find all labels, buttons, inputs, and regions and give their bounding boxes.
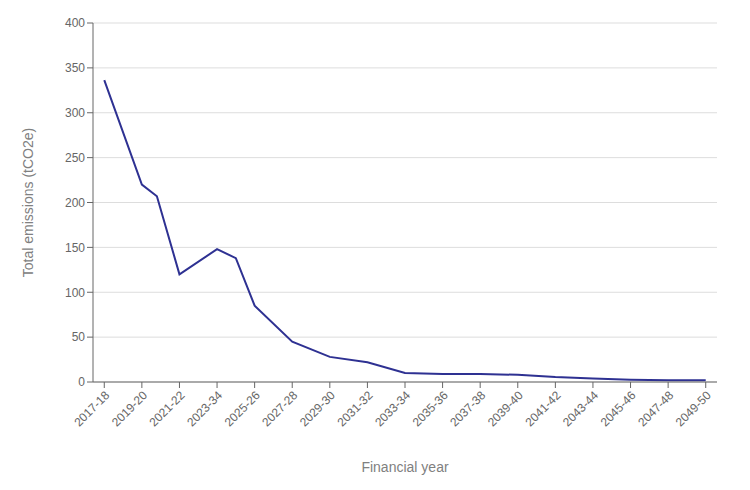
svg-text:150: 150	[65, 241, 85, 255]
svg-text:50: 50	[72, 330, 86, 344]
svg-text:2029-30: 2029-30	[297, 388, 338, 429]
svg-text:200: 200	[65, 196, 85, 210]
svg-text:2031-32: 2031-32	[335, 388, 376, 429]
svg-text:2049-50: 2049-50	[673, 388, 714, 429]
svg-text:250: 250	[65, 151, 85, 165]
svg-text:2041-42: 2041-42	[522, 388, 563, 429]
svg-text:2027-28: 2027-28	[259, 388, 300, 429]
svg-text:2023-34: 2023-34	[184, 388, 225, 429]
svg-text:0: 0	[78, 375, 85, 389]
svg-text:2025-26: 2025-26	[222, 388, 263, 429]
svg-text:2019-20: 2019-20	[109, 388, 150, 429]
svg-text:2043-44: 2043-44	[560, 388, 601, 429]
svg-text:2045-46: 2045-46	[598, 388, 639, 429]
svg-text:2039-40: 2039-40	[485, 388, 526, 429]
svg-text:2033-34: 2033-34	[372, 388, 413, 429]
svg-text:300: 300	[65, 106, 85, 120]
svg-text:2037-38: 2037-38	[447, 388, 488, 429]
svg-text:400: 400	[65, 16, 85, 30]
svg-text:2021-22: 2021-22	[147, 388, 188, 429]
svg-text:2035-36: 2035-36	[410, 388, 451, 429]
svg-text:350: 350	[65, 61, 85, 75]
svg-text:2047-48: 2047-48	[635, 388, 676, 429]
svg-text:2017-18: 2017-18	[71, 388, 112, 429]
svg-text:100: 100	[65, 286, 85, 300]
svg-text:Total emissions (tCO2e): Total emissions (tCO2e)	[20, 128, 36, 277]
svg-text:Financial year: Financial year	[361, 459, 448, 475]
